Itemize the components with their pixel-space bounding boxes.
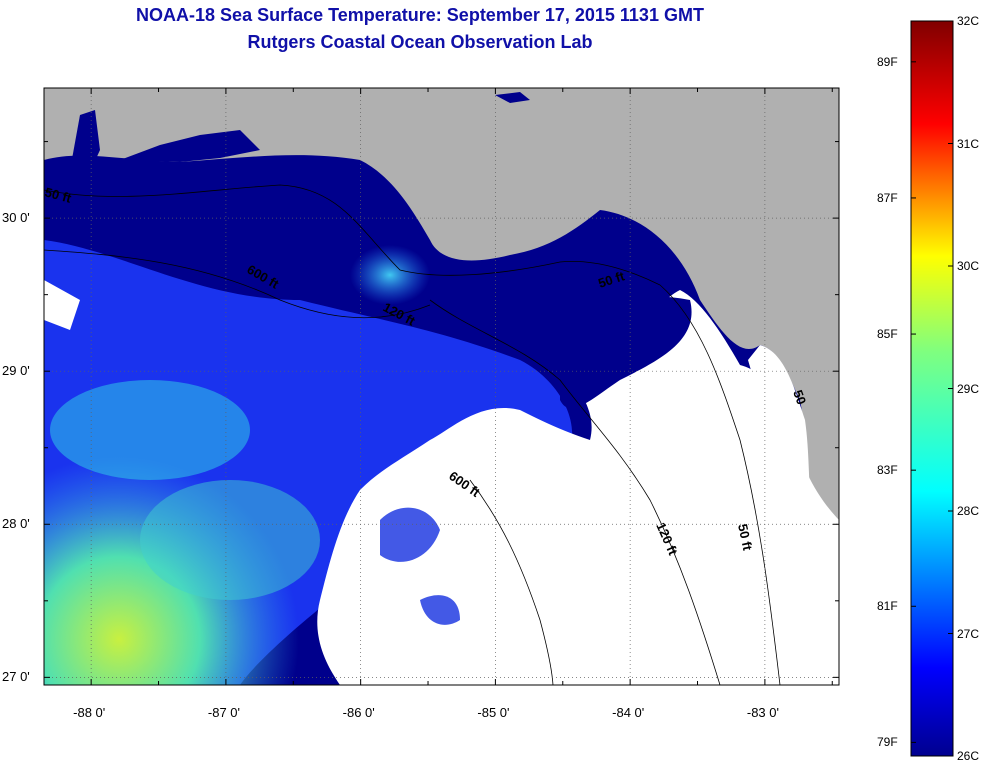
colorbar-fahrenheit-label: 83F [877,463,898,478]
colorbar-fahrenheit-label: 89F [877,54,898,69]
lat-label: 27 0' [2,669,30,685]
colorbar-fahrenheit-label: 87F [877,190,898,205]
map-title: NOAA-18 Sea Surface Temperature: Septemb… [136,5,704,25]
lat-label: 30 0' [2,210,30,226]
colorbar-celsius-label: 30C [957,259,980,273]
colorbar-fahrenheit-label: 79F [877,735,898,750]
colorbar-celsius-label: 26C [957,749,980,763]
colorbar-celsius-label: 27C [957,626,980,641]
contour-label: 50 [790,388,809,407]
colorbar-celsius-label: 31C [957,136,980,151]
lon-label: -87 0' [207,705,241,720]
colorbar-celsius-label: 29C [957,381,980,396]
contour-label: 50 ft [735,523,755,553]
colorbar-celsius-label: 28C [957,504,980,518]
lon-label: -85 0' [477,705,510,720]
lon-label: -83 0' [746,705,779,720]
lon-label: -84 0' [612,705,645,720]
lon-label: -88 0' [73,705,106,720]
cloud-cover [317,290,839,685]
contour-label: 50 ft [43,184,73,206]
lat-label: 29 0' [2,363,30,379]
colorbar-fahrenheit-label: 81F [877,599,898,614]
lat-label: 28 0' [2,516,30,532]
lon-label: -86 0' [342,705,375,720]
colorbar [910,20,954,757]
map-subtitle: Rutgers Coastal Ocean Observation Lab [247,32,593,52]
colorbar-celsius-label: 32C [957,14,980,28]
colorbar-fahrenheit-label: 85F [877,327,898,342]
